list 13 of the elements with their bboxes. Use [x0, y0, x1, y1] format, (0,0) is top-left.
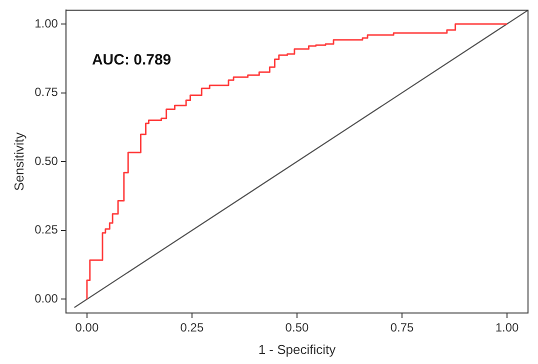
x-tick-label: 0.25: [180, 320, 204, 335]
y-tick-label: 0.75: [34, 85, 58, 100]
y-tick-label: 0.00: [34, 292, 58, 306]
annotation: AUC: 0.789: [92, 51, 172, 68]
x-tick-label: 0.75: [390, 320, 414, 335]
y-axis-title: Sensitivity: [11, 132, 26, 191]
y-tick-label: 0.25: [34, 222, 58, 237]
x-tick-label: 0.50: [285, 320, 309, 335]
y-tick-label: 1.00: [34, 16, 58, 30]
y-tick-label: 0.50: [34, 154, 58, 168]
x-tick-label: 0.00: [75, 320, 99, 335]
x-axis-title: 1 - Specificity: [258, 342, 336, 357]
x-tick-label: 1.00: [495, 320, 519, 335]
